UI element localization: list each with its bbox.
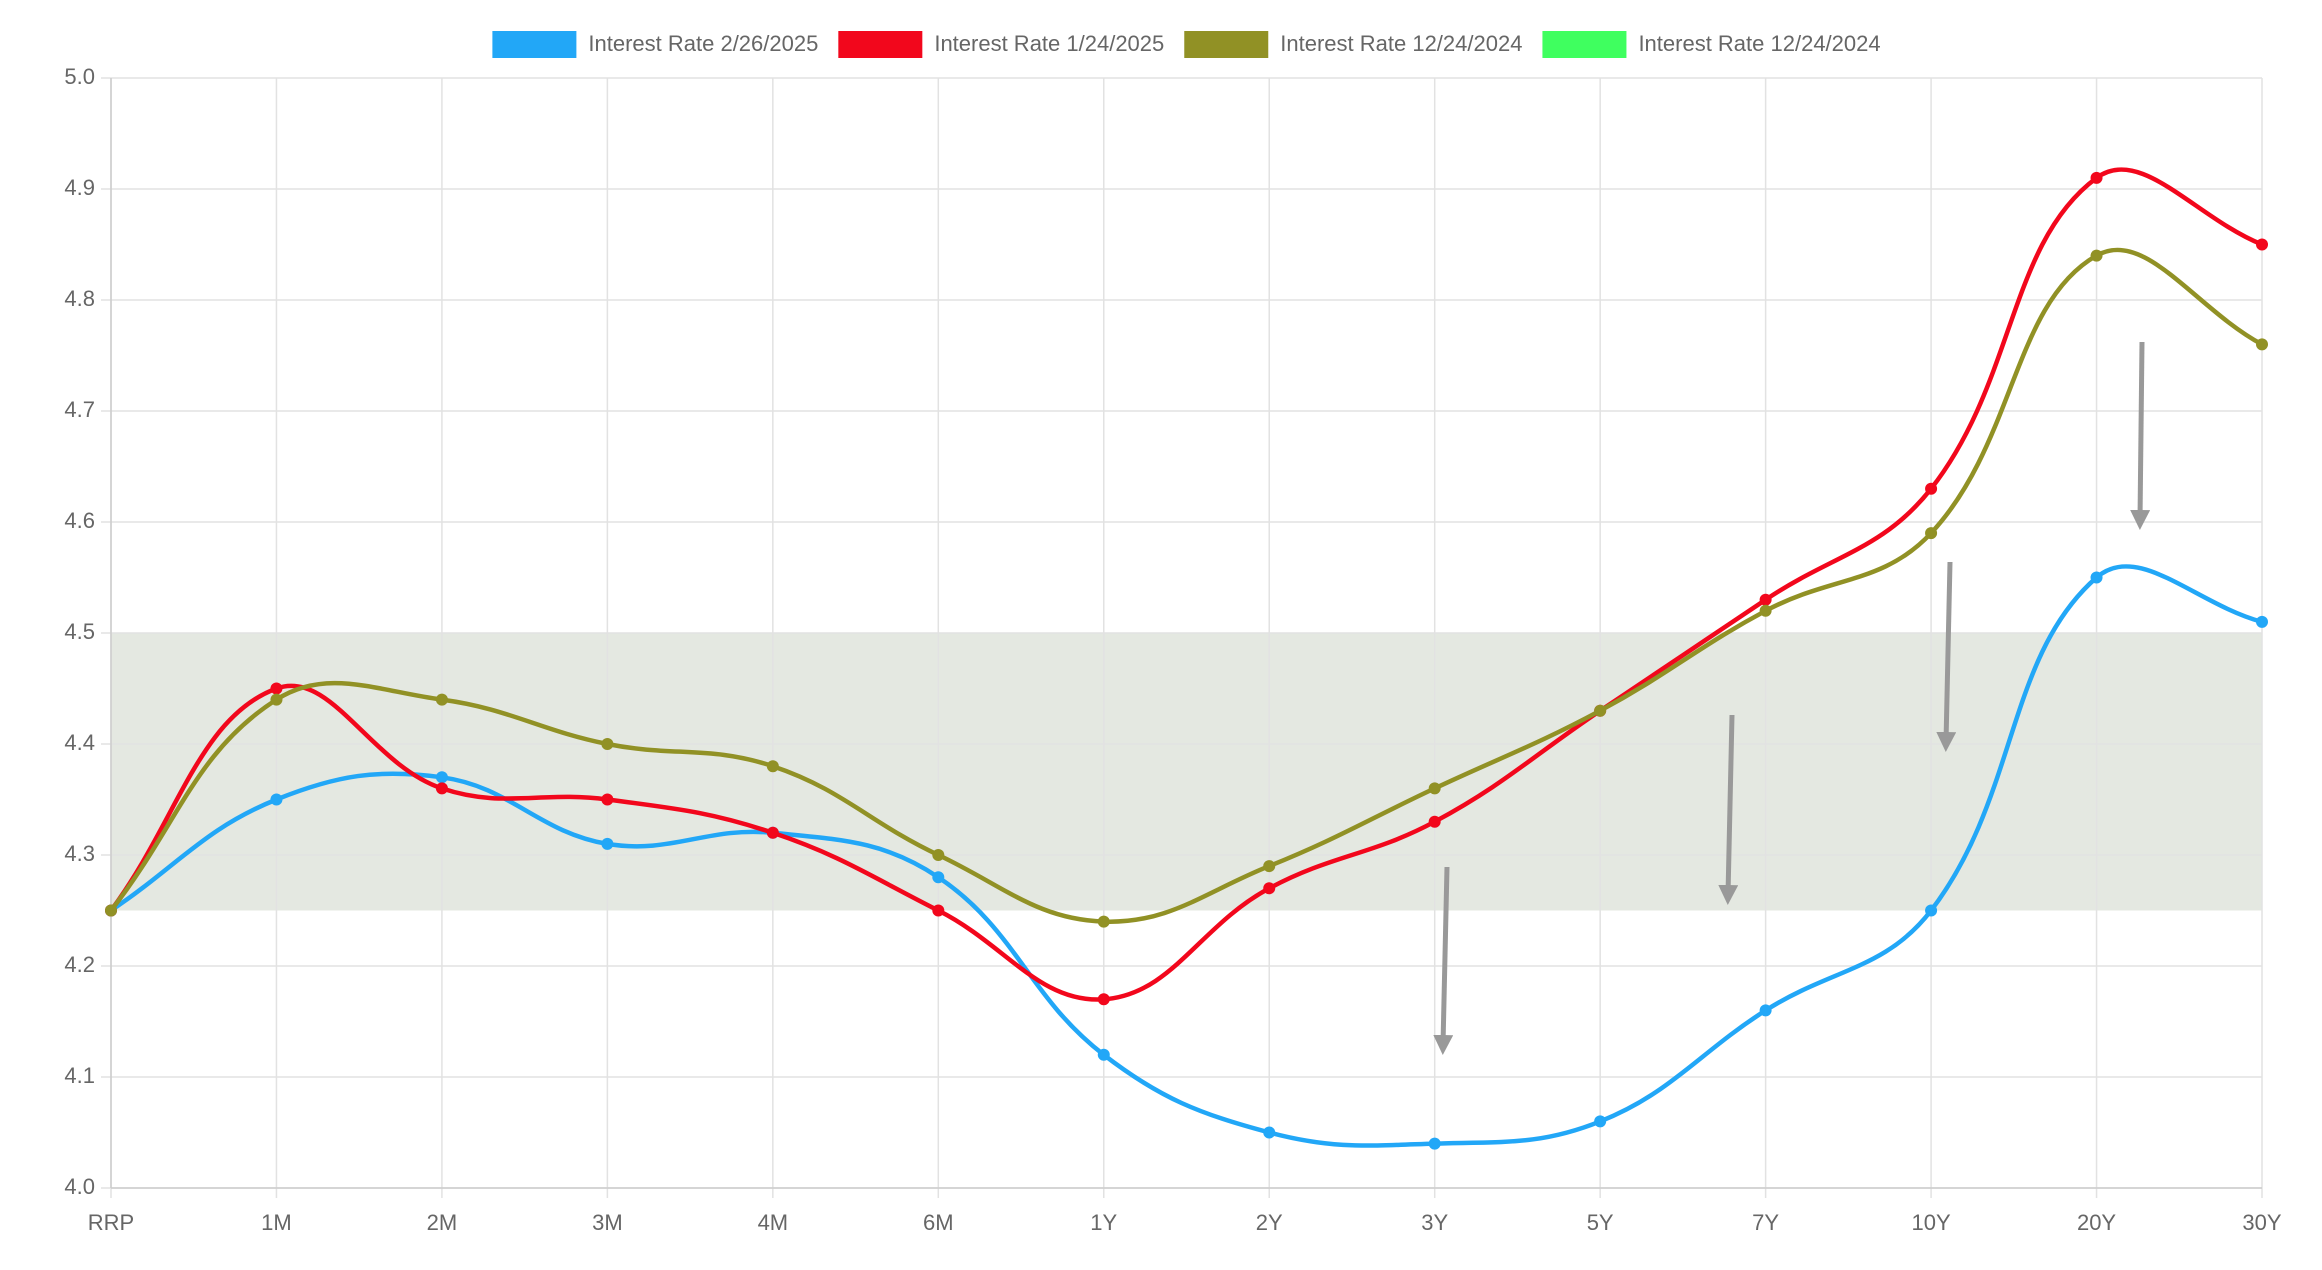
- x-tick-label: 4M: [758, 1210, 789, 1235]
- series-line: [109, 247, 2264, 924]
- data-point: [1428, 1137, 1441, 1150]
- annotation-arrows: [1433, 341, 2151, 1055]
- data-point: [1428, 782, 1441, 795]
- data-point: [1759, 593, 1772, 606]
- y-tick-label: 4.1: [64, 1063, 95, 1088]
- legend-swatch: [1184, 31, 1269, 58]
- y-tick-label: 4.6: [64, 508, 95, 533]
- data-point: [1925, 904, 1938, 917]
- legend-label: Interest Rate 12/24/2024: [1638, 31, 1880, 56]
- arrow: [1718, 714, 1739, 905]
- x-tick-label: 5Y: [1587, 1210, 1614, 1235]
- y-tick-label: 4.0: [64, 1174, 95, 1199]
- y-tick-label: 4.7: [64, 397, 95, 422]
- y-tick-label: 4.2: [64, 952, 95, 977]
- legend: Interest Rate 2/26/2025 Interest Rate 1/2…: [492, 31, 1881, 58]
- legend-label: Interest Rate 1/24/2025: [934, 31, 1164, 56]
- x-tick-label: 3Y: [1421, 1210, 1448, 1235]
- x-tick-label: RRP: [88, 1210, 134, 1235]
- data-point: [601, 793, 614, 806]
- data-point: [2090, 571, 2103, 584]
- series-line: [109, 564, 2263, 1148]
- data-point: [270, 793, 283, 806]
- data-point: [2256, 615, 2268, 628]
- x-tick-label: 2Y: [1256, 1210, 1283, 1235]
- data-point: [1263, 860, 1276, 873]
- data-point: [435, 771, 448, 784]
- data-point: [105, 904, 117, 917]
- data-point: [766, 826, 779, 839]
- y-tick-label: 4.8: [64, 286, 95, 311]
- x-tick-label: 7Y: [1752, 1210, 1779, 1235]
- x-tick-label: 2M: [427, 1210, 458, 1235]
- data-point: [1594, 704, 1607, 717]
- data-point: [1594, 1115, 1607, 1128]
- data-point: [1428, 815, 1441, 828]
- legend-label: Interest Rate 2/26/2025: [588, 31, 818, 56]
- y-tick-label: 4.3: [64, 841, 95, 866]
- x-tick-label: 1Y: [1090, 1210, 1117, 1235]
- y-tick-label: 5.0: [64, 64, 95, 89]
- x-tick-label: 6M: [923, 1210, 954, 1235]
- arrow: [2130, 341, 2151, 530]
- legend-swatch: [1542, 31, 1627, 58]
- data-point: [435, 693, 448, 706]
- data-point: [1759, 1004, 1772, 1017]
- legend-swatch: [838, 31, 923, 58]
- data-point: [601, 738, 614, 750]
- data-point: [2256, 338, 2268, 351]
- data-point: [1097, 915, 1110, 928]
- data-point: [1097, 993, 1110, 1006]
- shaded-range: [111, 633, 2262, 911]
- arrow: [1936, 561, 1957, 752]
- legend-swatch: [492, 31, 577, 58]
- data-point: [1097, 1048, 1110, 1061]
- data-point: [766, 760, 779, 773]
- data-point: [1263, 882, 1276, 895]
- data-point: [2090, 249, 2103, 262]
- x-tick-label: 30Y: [2242, 1210, 2281, 1235]
- data-point: [2090, 171, 2103, 184]
- data-point: [1263, 1126, 1276, 1139]
- x-tick-label: 20Y: [2077, 1210, 2116, 1235]
- data-point: [1925, 527, 1938, 540]
- x-tick-label: 3M: [592, 1210, 623, 1235]
- data-point: [1759, 604, 1772, 617]
- y-tick-label: 4.4: [64, 730, 95, 755]
- data-point: [2256, 238, 2268, 251]
- x-tick-label: 10Y: [1911, 1210, 1950, 1235]
- legend-label: Interest Rate 12/24/2024: [1280, 31, 1522, 56]
- data-point: [932, 849, 945, 861]
- y-tick-label: 4.5: [64, 619, 95, 644]
- x-tick-label: 1M: [261, 1210, 292, 1235]
- data-point: [435, 782, 448, 795]
- data-point: [932, 904, 945, 917]
- data-point: [1925, 482, 1938, 495]
- y-tick-label: 4.9: [64, 175, 95, 200]
- data-point: [270, 682, 283, 695]
- arrow: [1433, 866, 1454, 1055]
- data-point: [601, 837, 614, 850]
- data-point: [270, 693, 283, 706]
- data-point: [932, 871, 945, 884]
